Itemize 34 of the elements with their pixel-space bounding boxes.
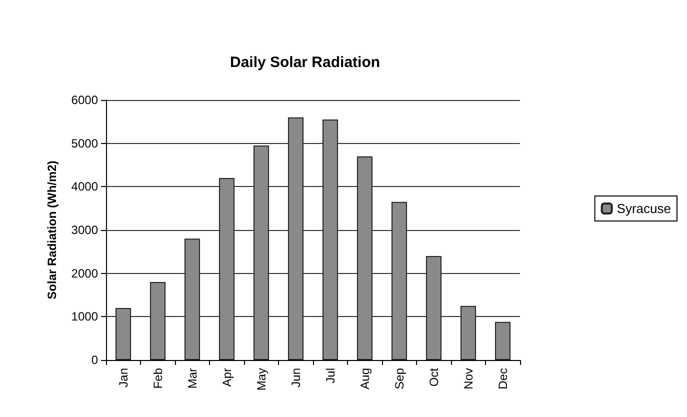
y-tick-label: 3000 — [71, 223, 98, 237]
bar — [391, 202, 408, 360]
legend-label: Syracuse — [616, 201, 672, 216]
bar — [150, 282, 166, 360]
x-tick-label: Dec — [496, 368, 510, 390]
bar — [253, 146, 270, 360]
x-tick-label: Jul — [323, 368, 338, 384]
bar — [356, 156, 373, 360]
x-tick-label: Aug — [358, 368, 372, 390]
x-tick-label: Nov — [461, 368, 476, 390]
y-tick-label: 4000 — [71, 180, 98, 194]
x-tick-label: Jan — [116, 368, 130, 388]
x-tick-label: Feb — [150, 368, 165, 389]
y-tick-label: 5000 — [71, 136, 98, 150]
x-tick-label: Apr — [220, 368, 234, 387]
bar — [218, 178, 235, 360]
y-tick-label: 0 — [91, 353, 98, 367]
x-tick-label: Oct — [426, 367, 441, 387]
y-tick-label: 6000 — [71, 93, 98, 107]
chart-title: Daily Solar Radiation — [230, 54, 380, 71]
bar — [288, 117, 304, 360]
y-axis-title: Solar Radiation (Wh/m2) — [45, 160, 59, 300]
x-tick-label: Mar — [185, 368, 200, 389]
bar — [426, 256, 442, 360]
bar — [460, 306, 476, 360]
bar — [322, 120, 338, 360]
x-tick-label: Jun — [288, 368, 303, 388]
x-tick-label: Sep — [392, 368, 406, 390]
x-tick-label: May — [254, 368, 268, 391]
y-tick-label: 2000 — [71, 266, 98, 280]
bar — [115, 308, 132, 360]
y-tick-label: 1000 — [71, 310, 98, 324]
bar — [184, 238, 200, 360]
bar — [494, 322, 511, 360]
